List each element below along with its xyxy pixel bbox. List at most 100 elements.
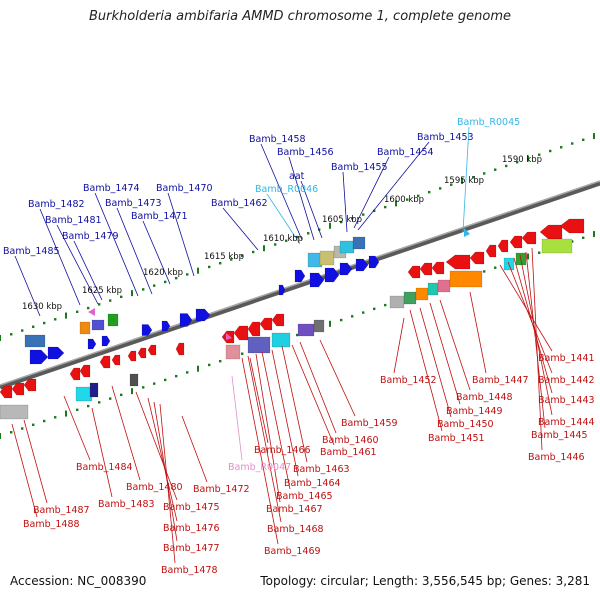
tick-mark: [505, 164, 508, 168]
tick-mark: [428, 190, 431, 194]
forward-gene-block: [24, 334, 46, 348]
tick-mark: [230, 258, 233, 261]
reverse-gene-block: [313, 319, 325, 333]
forward-gene-arrow: [141, 324, 153, 336]
reverse-gene-arrow: [23, 378, 37, 392]
gene-label: Bamb_1483: [98, 499, 155, 510]
scale-label: 1600 kbp: [384, 195, 424, 205]
reverse-gene-arrow: [559, 218, 585, 234]
gene-label: Bamb_1477: [163, 543, 220, 554]
leader-line: [23, 419, 48, 504]
gene-label: Bamb_1488: [23, 519, 80, 530]
tick-mark: [208, 265, 211, 269]
tick-mark: [186, 371, 189, 374]
gene-label: Bamb_1478: [161, 565, 218, 576]
leader-line: [39, 208, 81, 306]
tick-mark: [593, 231, 595, 238]
gene-label: Bamb_1462: [211, 198, 268, 209]
tick-mark: [10, 431, 13, 434]
tick-mark: [252, 250, 255, 254]
leader-line: [507, 261, 553, 374]
gene-label: Bamb_1460: [322, 435, 379, 446]
leader-line: [167, 192, 195, 277]
reverse-gene-block: [415, 287, 429, 301]
leader-line: [147, 397, 178, 522]
gene-label: Bamb_1445: [531, 430, 588, 441]
tick-mark: [21, 427, 24, 430]
tick-mark: [197, 365, 199, 372]
reverse-gene-block: [75, 386, 93, 402]
gene-label: Bamb_1467: [266, 504, 323, 515]
leader-line: [299, 341, 337, 434]
gene-label: Bamb_1480: [126, 482, 183, 493]
tick-mark: [329, 320, 331, 327]
leader-line: [94, 192, 139, 297]
tick-mark: [54, 318, 57, 321]
tick-mark: [142, 386, 145, 389]
accession-text: Accession: NC_008390: [10, 574, 147, 588]
leader-line: [260, 143, 303, 241]
gene-label: Bamb_1446: [528, 452, 585, 463]
tick-mark: [494, 266, 497, 269]
gene-label: Bamb_1453: [417, 132, 474, 143]
tick-mark: [142, 288, 145, 291]
leader-line: [91, 407, 113, 498]
reverse-gene-arrow: [407, 265, 421, 279]
forward-gene-arrow: [195, 308, 211, 322]
forward-gene-block: [352, 236, 366, 250]
leader-line: [462, 126, 470, 233]
tick-mark: [384, 205, 387, 209]
tick-mark: [76, 310, 79, 314]
scale-label: 1630 kbp: [22, 302, 62, 312]
leader-line: [531, 247, 543, 451]
gene-label: Bamb_1454: [377, 147, 434, 158]
leader-line: [181, 415, 208, 483]
reverse-gene-arrow: [431, 261, 445, 275]
tick-mark: [98, 303, 101, 306]
leader-line: [73, 240, 103, 301]
tick-mark: [21, 329, 24, 332]
gene-label: Bamb_1474: [83, 183, 140, 194]
tick-mark: [406, 198, 409, 201]
tick-mark: [153, 284, 156, 287]
gene-label: Bamb_1465: [276, 491, 333, 502]
tick-mark: [296, 333, 299, 337]
tick-mark: [527, 155, 529, 162]
feature-glyphs: [0, 218, 585, 420]
rna-glyph: [464, 228, 470, 237]
tick-mark: [439, 187, 442, 190]
leader-line: [353, 156, 390, 229]
tick-mark: [340, 318, 343, 322]
tick-mark: [109, 397, 112, 400]
leader-line: [393, 317, 405, 374]
leader-line: [222, 207, 259, 251]
gene-label: Bamb_1466: [254, 445, 311, 456]
scale-labels: 1590 kbp 1595 kbp 1600 kbp 1605 kbp 1610 kbp…: [22, 155, 542, 312]
gene-label: Bamb_R0047: [228, 462, 291, 473]
tick-mark: [65, 312, 67, 319]
reverse-gene-arrow: [497, 239, 509, 253]
tick-mark: [296, 235, 299, 239]
gene-label: Bamb_1464: [284, 478, 341, 489]
gene-label: Bamb_1469: [264, 546, 321, 557]
gene-label: Bamb_1442: [538, 375, 595, 386]
gene-label: Bamb_1456: [277, 147, 334, 158]
tick-mark: [87, 306, 90, 310]
reverse-gene-block: [225, 344, 241, 360]
reverse-gene-block: [129, 373, 139, 387]
label-leader-lines: [11, 126, 553, 564]
tick-mark: [43, 419, 46, 423]
gene-label: Bamb_1449: [446, 406, 503, 417]
reverse-gene-block: [541, 238, 573, 254]
tick-mark: [362, 213, 365, 216]
tick-mark: [175, 276, 178, 280]
forward-gene-arrow: [47, 346, 65, 360]
tick-mark: [10, 333, 13, 336]
tick-mark: [450, 183, 453, 186]
tick-mark: [76, 408, 79, 412]
reverse-gene-arrow: [147, 344, 157, 356]
tick-mark: [384, 303, 387, 307]
gene-label: Bamb_1481: [45, 215, 102, 226]
tick-mark: [263, 245, 265, 252]
